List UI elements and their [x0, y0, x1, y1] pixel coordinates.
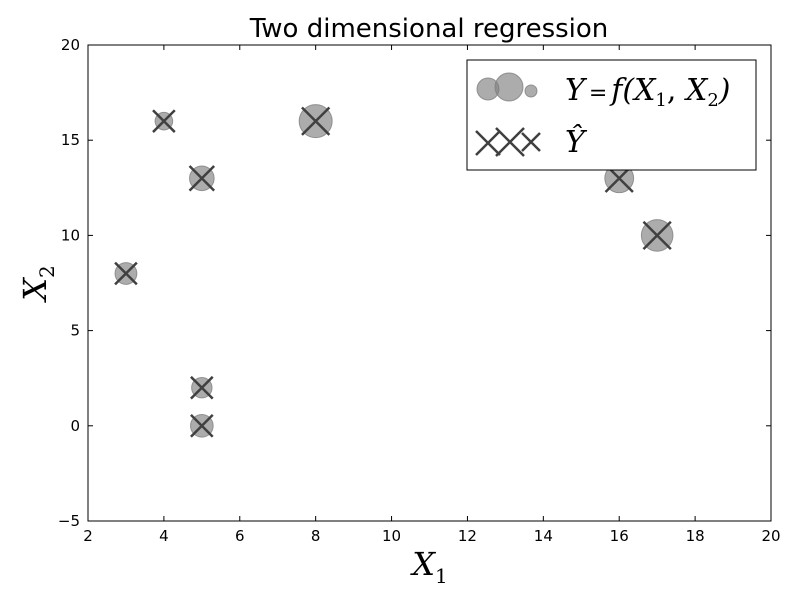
x-axis-label-base: X: [409, 545, 436, 583]
x-axis-label-sub: 1: [435, 564, 448, 588]
x-tick-label: 4: [159, 527, 169, 545]
legend-cross-marker: [495, 127, 525, 157]
y-tick-label: 0: [70, 417, 80, 435]
legend-cross-markers: [475, 127, 541, 157]
legend: Y = f(X1, X2) Ŷ: [466, 59, 757, 171]
x-tick-label: 16: [610, 527, 629, 545]
y-axis-label-sub: 2: [35, 265, 59, 278]
legend-label-y: Y = f(X1, X2): [565, 73, 730, 111]
data-point-cross: [642, 220, 672, 250]
cross-markers: [114, 106, 672, 438]
data-point-cross: [188, 165, 216, 192]
y-axis-label-base: X: [16, 277, 54, 304]
data-point-cross: [190, 414, 214, 438]
y-tick-label: −5: [58, 512, 80, 530]
x-tick-label: 20: [761, 527, 780, 545]
data-point-cross: [152, 109, 176, 133]
x-tick-label: 10: [382, 527, 401, 545]
plot-frame: [87, 44, 772, 522]
y-tick-label: 15: [61, 131, 80, 149]
data-point-cross: [190, 375, 214, 400]
chart-title: Two dimensional regression: [249, 14, 609, 44]
data-point-cross: [301, 106, 331, 136]
x-tick-label: 6: [235, 527, 245, 545]
data-point-cross: [114, 261, 138, 286]
legend-circle-markers: [476, 72, 538, 102]
x-tick-label: 18: [686, 527, 705, 545]
legend-circle-marker: [494, 72, 524, 102]
x-tick-label: 12: [458, 527, 477, 545]
axis-ticks: 2 4 6 8 10 12 14 16 18 20 −5 0 5 10 15 20: [58, 36, 781, 545]
y-tick-label: 10: [61, 226, 80, 244]
x-tick-label: 8: [311, 527, 321, 545]
legend-label-yhat: Ŷ: [565, 124, 588, 160]
y-tick-label: 5: [70, 322, 80, 340]
legend-cross-marker: [475, 130, 501, 156]
x-tick-label: 2: [83, 527, 93, 545]
y-tick-label: 20: [61, 36, 80, 54]
legend-cross-marker: [521, 132, 541, 152]
x-tick-label: 14: [534, 527, 553, 545]
y-axis-label: X2: [16, 265, 59, 304]
x-axis-label: X1: [409, 545, 448, 588]
legend-circle-marker: [524, 84, 538, 98]
